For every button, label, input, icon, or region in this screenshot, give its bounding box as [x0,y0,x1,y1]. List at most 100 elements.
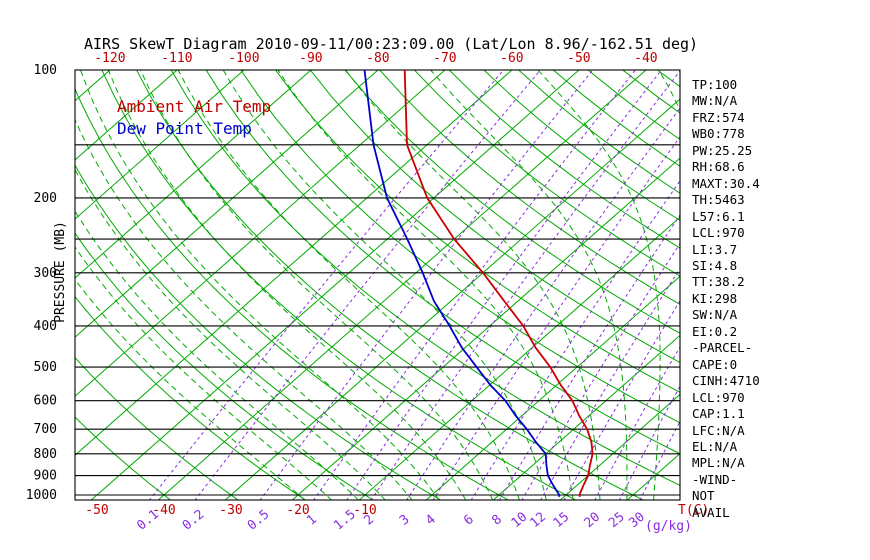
moist-adiabat [140,70,494,500]
bottom-temp-tick: -30 [219,503,242,518]
mixing-ratio-tick: 3 [397,512,413,529]
mixing-ratio-tick: 4 [423,512,439,529]
mixing-ratio-tick: 12 [527,510,549,532]
temp-unit-label: T(C) [678,503,709,518]
pressure-tick: 500 [34,360,57,375]
mixing-ratio-line [148,70,504,500]
top-temp-tick: -50 [567,51,590,66]
dry-adiabat [170,70,680,486]
mixing-ratio-line [194,70,541,500]
dry-adiabat [75,416,172,500]
stat-line: RH:68.6 [692,159,745,175]
mixing-ratio-lines [148,70,680,500]
dry-adiabat-lines [75,70,680,500]
pressure-tick: 600 [34,394,57,409]
sounding-curves [363,70,594,498]
stat-line: CAPE:0 [692,356,738,372]
dry-adiabat [414,70,680,277]
pressure-tick: 800 [34,447,57,462]
pressure-tick: 300 [34,266,57,281]
top-temp-tick: -120 [94,51,125,66]
stat-line: SW:N/A [692,307,738,323]
mixing-ratio-line [259,70,594,500]
dry-adiabat [75,295,307,500]
isotherm [358,216,680,500]
stat-line: L57:6.1 [692,208,745,224]
mixing-ratio-line [370,70,680,500]
mixing-ratio-tick: 0.2 [180,507,208,534]
bottom-temp-tick: -10 [353,503,376,518]
moist-adiabat [222,70,547,500]
stat-line: WB0:778 [692,126,745,142]
moist-adiabat [75,118,413,500]
top-temp-tick: -40 [634,51,657,66]
stat-line: LI:3.7 [692,241,738,257]
stat-line: MPL:N/A [692,455,745,471]
isotherm [559,393,680,500]
moist-adiabat [177,70,520,500]
bottom-temp-tick: -40 [152,503,175,518]
mixing-ratio-line [540,267,680,500]
legend-ambient-air-temp: Ambient Air Temp [117,97,271,116]
mixing-ratio-unit-label: (g/kg) [645,519,692,534]
isotherm [291,157,680,500]
pressure-tick: 1000 [26,488,57,503]
mixing-ratio-line [521,242,680,500]
pressure-tick: 200 [34,191,57,206]
dry-adiabat [205,70,680,455]
mixing-ratio-tick: 20 [582,510,604,532]
mixing-ratio-line [594,345,680,500]
plot-border [74,69,681,501]
mixing-ratio-tick: 15 [551,510,573,532]
dry-adiabat [75,356,239,500]
stat-line: SI:4.8 [692,257,738,273]
dry-adiabat [240,70,680,424]
moist-adiabat [75,168,386,500]
stat-line: LCL:970 [692,225,745,241]
stat-line: LFC:N/A [692,422,745,438]
mixing-ratio-line [313,70,636,500]
moist-adiabat [75,210,360,500]
moist-adiabat [345,70,601,500]
top-temp-tick: -60 [500,51,523,66]
top-temp-tick: -70 [433,51,456,66]
stat-line: NOT [692,488,715,504]
moist-adiabat-lines [75,70,680,500]
dry-adiabat [309,70,680,364]
dry-adiabat [101,70,577,500]
mixing-ratio-tick: 1 [304,512,320,529]
dry-adiabat [275,70,680,393]
moist-adiabat [75,278,306,500]
isotherm [75,70,178,161]
stat-line: KI:298 [692,290,738,306]
stat-line: EL:N/A [692,438,738,454]
mixing-ratio-tick: 6 [461,512,477,529]
top-temp-tick: -100 [228,51,259,66]
mixing-ratio-line [563,299,680,500]
stat-line: CAP:1.1 [692,406,745,422]
isotherm [75,70,245,220]
isotherm-lines [75,70,680,500]
mixing-ratio-line [346,70,662,500]
dry-adiabat [136,70,645,500]
stat-line: TP:100 [692,77,738,92]
isotherm [75,70,513,456]
dew-point-curve [363,70,561,497]
stats-panel: TP:100 MW:N/A FRZ:574 WB0:778 PW:25.25 RH:68.… [692,77,868,521]
stat-line: TH:5463 [692,192,745,208]
top-temp-tick: -80 [366,51,389,66]
stat-line: TT:38.2 [692,274,745,290]
stat-line: -WIND- [692,471,738,487]
stat-line: EI:0.2 [692,323,738,339]
mixing-ratio-tick: 25 [606,510,628,532]
stat-line: CINH:4710 [692,373,760,389]
bottom-temp-tick: -20 [286,503,309,518]
pressure-tick: 400 [34,319,57,334]
moist-adiabat [537,70,661,500]
bottom-temp-tick: -50 [85,503,108,518]
mixing-ratio-tick: 8 [489,512,505,529]
dry-adiabat [344,70,680,334]
moist-adiabat [277,70,574,500]
moist-adiabat [75,246,333,500]
